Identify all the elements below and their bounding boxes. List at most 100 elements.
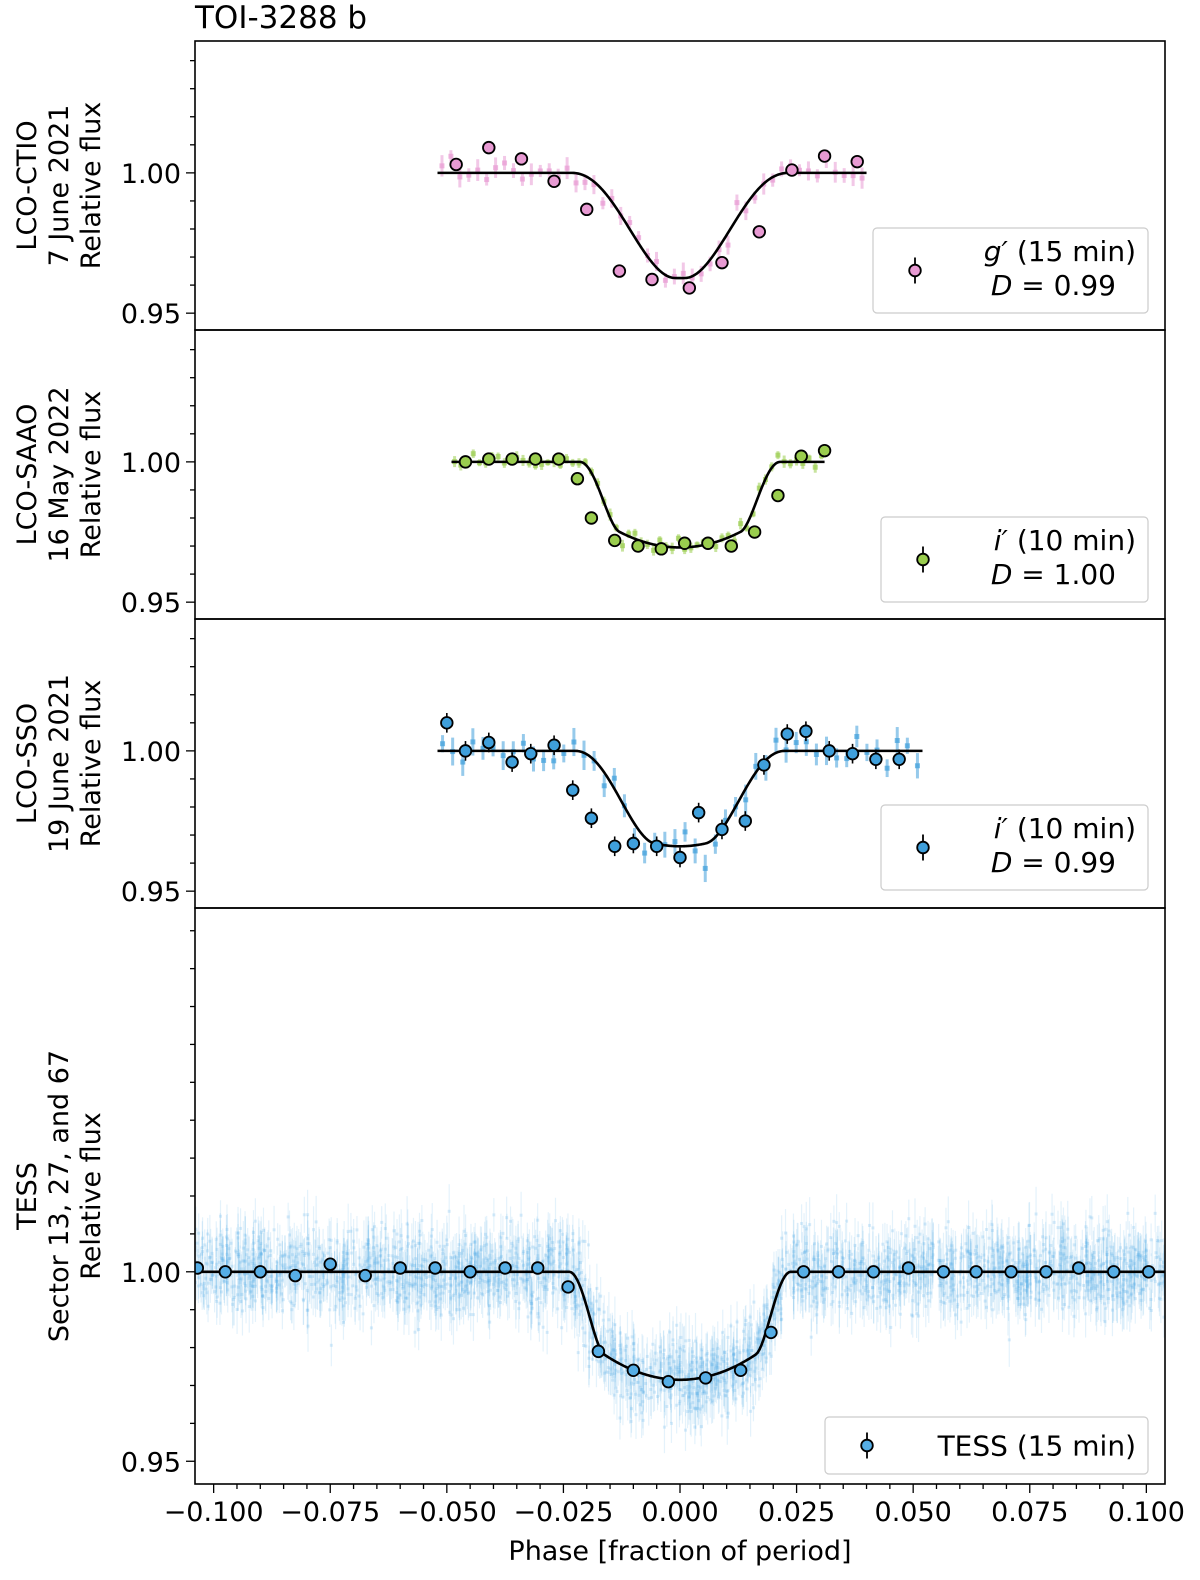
raw-point — [1044, 1247, 1048, 1251]
legend-dilution: D = 0.99 — [991, 269, 1116, 302]
raw-point — [501, 1280, 505, 1284]
raw-point — [1138, 1253, 1142, 1257]
raw-point — [777, 1279, 781, 1283]
raw-point — [1026, 1283, 1030, 1287]
raw-point — [469, 1242, 473, 1246]
raw-point — [1028, 1258, 1032, 1262]
raw-point — [322, 1273, 326, 1277]
raw-point — [631, 1342, 635, 1346]
binned-point — [547, 174, 561, 188]
raw-point — [879, 1280, 883, 1284]
raw-point — [1104, 1260, 1108, 1264]
raw-point — [227, 1257, 231, 1261]
raw-point — [714, 1365, 718, 1369]
raw-point — [888, 1247, 892, 1251]
raw-point — [1024, 1289, 1028, 1293]
raw-point — [309, 1283, 313, 1287]
raw-point — [366, 1266, 370, 1270]
raw-point — [773, 1317, 777, 1321]
raw-point — [1106, 1288, 1110, 1292]
raw-point — [977, 1259, 981, 1263]
raw-point — [584, 1296, 588, 1300]
raw-point — [743, 208, 749, 214]
raw-point — [210, 1251, 214, 1255]
raw-point — [972, 1285, 976, 1289]
raw-point — [774, 1273, 778, 1277]
raw-point — [493, 1261, 497, 1265]
raw-point — [707, 261, 713, 267]
raw-point — [733, 1388, 737, 1392]
raw-point — [1125, 1278, 1129, 1282]
raw-point — [576, 1351, 580, 1355]
binned-point — [612, 264, 627, 278]
raw-point — [366, 1240, 370, 1244]
raw-point — [275, 1290, 279, 1294]
raw-point — [246, 1271, 250, 1275]
raw-point — [290, 1301, 294, 1305]
binned-points — [458, 443, 832, 556]
raw-point — [551, 1249, 555, 1253]
raw-point — [1084, 1312, 1088, 1316]
raw-point — [1099, 1279, 1103, 1283]
raw-point — [495, 454, 501, 460]
raw-point — [926, 1263, 930, 1267]
raw-point — [1117, 1249, 1121, 1253]
raw-point — [1157, 1282, 1161, 1286]
raw-point — [983, 1258, 987, 1262]
raw-point — [1158, 1257, 1162, 1261]
raw-point — [283, 1253, 287, 1257]
raw-point — [985, 1305, 989, 1309]
raw-point — [416, 1300, 420, 1304]
raw-point — [259, 1230, 263, 1234]
raw-point — [1118, 1291, 1122, 1295]
raw-point — [490, 1261, 494, 1265]
raw-point — [337, 1297, 341, 1301]
raw-point — [612, 1393, 616, 1397]
raw-point — [883, 1249, 887, 1253]
raw-point — [659, 1379, 663, 1383]
raw-point — [462, 1290, 466, 1294]
raw-point — [965, 1306, 969, 1310]
raw-data-points — [195, 1184, 1165, 1454]
raw-point — [904, 1234, 908, 1238]
raw-point — [1099, 1275, 1103, 1279]
raw-point — [762, 1352, 766, 1356]
raw-point — [562, 1294, 566, 1298]
raw-point — [1033, 1297, 1037, 1301]
raw-point — [514, 1292, 518, 1296]
raw-point — [729, 1349, 733, 1353]
raw-point — [937, 1284, 941, 1288]
raw-point — [375, 1244, 379, 1248]
raw-point — [1070, 1276, 1074, 1280]
raw-point — [346, 1257, 350, 1261]
raw-point — [865, 1298, 869, 1302]
raw-point — [748, 1361, 752, 1365]
raw-point — [1140, 1274, 1144, 1278]
raw-point — [777, 1294, 781, 1298]
raw-point — [841, 172, 847, 178]
raw-point — [879, 1272, 883, 1276]
raw-point — [1007, 1252, 1011, 1256]
raw-point — [1023, 1262, 1027, 1266]
raw-point — [515, 1273, 519, 1277]
raw-point — [919, 1267, 923, 1271]
raw-point — [897, 1281, 901, 1285]
raw-point — [1099, 1296, 1103, 1300]
raw-point — [487, 1266, 491, 1270]
raw-point — [776, 1308, 780, 1312]
raw-point — [458, 1308, 462, 1312]
raw-point — [793, 740, 799, 746]
raw-point — [696, 1384, 700, 1388]
raw-point — [531, 1290, 535, 1294]
raw-point — [922, 1256, 926, 1260]
raw-point — [710, 1353, 714, 1357]
raw-point — [878, 1286, 882, 1290]
raw-point — [1092, 1284, 1096, 1288]
raw-point — [1089, 1299, 1093, 1303]
raw-point — [609, 1353, 613, 1357]
raw-point — [784, 1267, 788, 1271]
raw-point — [950, 1262, 954, 1266]
raw-point — [867, 1248, 871, 1252]
raw-point — [1159, 1297, 1163, 1301]
raw-point — [294, 1283, 298, 1287]
